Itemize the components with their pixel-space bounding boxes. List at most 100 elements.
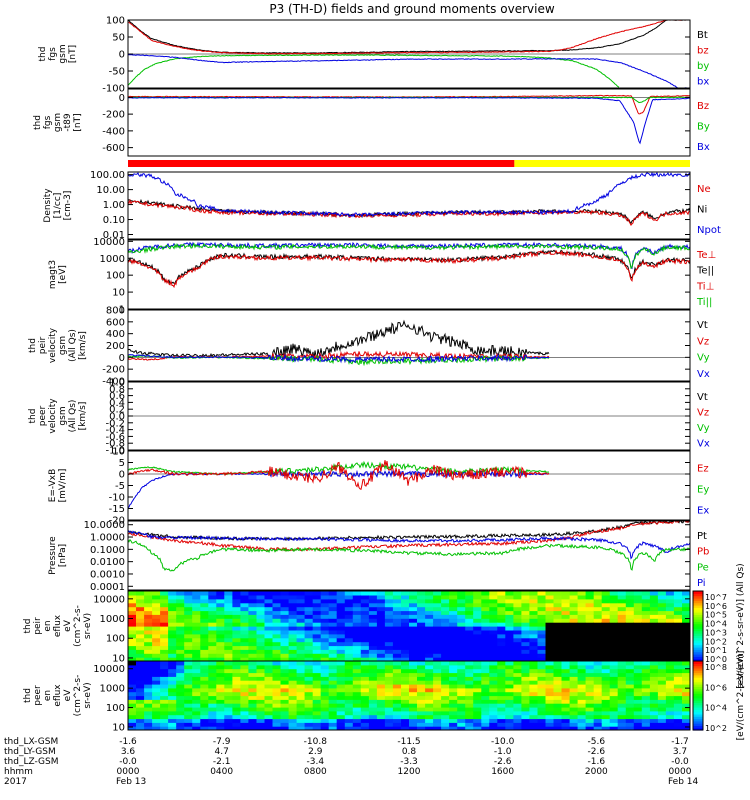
- heatmap-cell: [457, 657, 466, 661]
- heatmap-cell: [409, 664, 418, 670]
- heatmap-cell: [409, 676, 418, 681]
- y-tick-label: -200: [102, 110, 125, 121]
- heatmap-cell: [328, 641, 338, 647]
- heatmap-cell: [312, 680, 322, 685]
- legend-item: Bz: [697, 101, 709, 112]
- heatmap-cell: [569, 641, 579, 647]
- heatmap-cell: [176, 618, 185, 623]
- heatmap-cell: [673, 676, 683, 681]
- heatmap-cell: [280, 687, 290, 693]
- heatmap-cell: [344, 710, 354, 716]
- heatmap-cell: [682, 591, 690, 596]
- heatmap-cell: [449, 629, 458, 635]
- heatmap-cell: [176, 602, 185, 608]
- heatmap-cell: [264, 610, 274, 615]
- heatmap-cell: [192, 722, 201, 727]
- heatmap-cell: [417, 664, 426, 670]
- heatmap-cell: [312, 718, 322, 723]
- heatmap-cell: [449, 641, 458, 647]
- heatmap-cell: [505, 606, 514, 612]
- heatmap-cell: [168, 606, 177, 612]
- heatmap-cell: [561, 695, 571, 700]
- heatmap-cell: [497, 676, 506, 681]
- heatmap-cell: [216, 618, 225, 623]
- heatmap-cell: [272, 695, 282, 700]
- heatmap-cell: [489, 707, 498, 712]
- heatmap-cell: [625, 629, 635, 635]
- heatmap-cell: [312, 591, 322, 596]
- heatmap-cell: [457, 687, 466, 693]
- heatmap-cell: [344, 676, 354, 681]
- heatmap-cell: [344, 672, 354, 677]
- heatmap-cell: [401, 633, 410, 639]
- heatmap-cell: [545, 661, 555, 666]
- heatmap-cell: [593, 703, 603, 708]
- heatmap-cell: [641, 695, 651, 700]
- heatmap-cell: [481, 641, 490, 647]
- heatmap-cell: [569, 626, 579, 631]
- colorbar-step: [693, 593, 703, 597]
- heatmap-cell: [328, 672, 338, 677]
- y-tick-label: 0.01: [103, 230, 125, 241]
- heatmap-cell: [545, 657, 555, 661]
- heatmap-cell: [585, 714, 595, 720]
- heatmap-cell: [425, 699, 434, 704]
- y-axis-label: eflux: [53, 684, 63, 707]
- heatmap-cell: [336, 594, 346, 600]
- heatmap-cell: [617, 591, 627, 596]
- heatmap-cell: [609, 699, 619, 704]
- heatmap-cell: [682, 606, 690, 612]
- heatmap-cell: [585, 610, 595, 615]
- heatmap-cell: [320, 649, 330, 654]
- heatmap-cell: [609, 598, 619, 604]
- heatmap-cell: [593, 594, 603, 600]
- heatmap-cell: [264, 726, 274, 730]
- heatmap-cell: [633, 602, 643, 608]
- heatmap-cell: [609, 661, 619, 666]
- heatmap-cell: [569, 680, 579, 685]
- heatmap-cell: [368, 695, 378, 700]
- heatmap-cell: [649, 695, 659, 700]
- colorbar-label: [eV/(cm^2-s-sr-eV)]: [736, 651, 746, 741]
- heatmap-cell: [176, 629, 185, 635]
- heatmap-cell: [521, 649, 530, 654]
- heatmap-cell: [256, 637, 266, 643]
- heatmap-cell: [264, 722, 274, 727]
- heatmap-cell: [272, 622, 282, 627]
- y-tick-label: -15: [109, 504, 125, 515]
- heatmap-cell: [168, 718, 177, 723]
- heatmap-cell: [481, 629, 490, 635]
- heatmap-cell: [256, 695, 266, 700]
- heatmap-cell: [665, 645, 675, 650]
- heatmap-cell: [497, 598, 506, 604]
- heatmap-cell: [585, 633, 595, 639]
- heatmap-cell: [401, 661, 410, 666]
- heatmap-cell: [537, 710, 547, 716]
- heatmap-cell: [152, 614, 161, 619]
- colorbar-step: [693, 637, 703, 641]
- heatmap-cell: [312, 602, 322, 608]
- heatmap-cell: [433, 687, 442, 693]
- heatmap-cell: [673, 594, 683, 600]
- heatmap-cell: [545, 633, 555, 639]
- heatmap-cell: [304, 641, 314, 647]
- heatmap-cell: [240, 657, 249, 661]
- series-line-Pi: [128, 530, 690, 560]
- heatmap-cell: [609, 684, 619, 689]
- heatmap-cell: [264, 703, 274, 708]
- heatmap-cell: [481, 645, 490, 650]
- heatmap-cell: [200, 606, 209, 612]
- heatmap-cell: [649, 684, 659, 689]
- heatmap-cell: [176, 637, 185, 643]
- heatmap-cell: [192, 591, 201, 596]
- heatmap-cell: [401, 618, 410, 623]
- heatmap-cell: [441, 629, 450, 635]
- heatmap-cell: [585, 649, 595, 654]
- heatmap-cell: [208, 695, 217, 700]
- heatmap-cell: [248, 606, 257, 612]
- heatmap-cell: [232, 672, 241, 677]
- heatmap-cell: [665, 591, 675, 596]
- heatmap-cell: [585, 614, 595, 619]
- heatmap-cell: [216, 726, 225, 730]
